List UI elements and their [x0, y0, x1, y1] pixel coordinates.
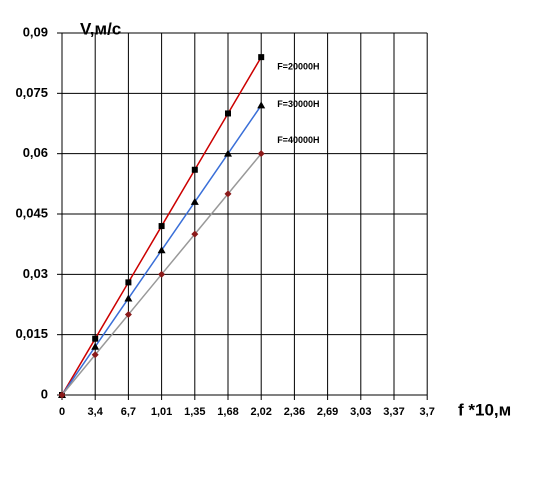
- y-tick-label: 0,045: [15, 205, 48, 220]
- marker: [125, 279, 132, 286]
- x-tick-label: 2,69: [317, 406, 338, 418]
- marker: [191, 166, 198, 173]
- x-tick-label: 1,68: [217, 406, 238, 418]
- x-tick-label: 1,01: [151, 406, 172, 418]
- x-tick-label: 0: [59, 406, 65, 418]
- marker: [191, 230, 199, 238]
- y-tick-label: 0: [41, 386, 48, 401]
- x-tick-label: 2,02: [250, 406, 271, 418]
- marker: [157, 246, 166, 254]
- marker: [257, 150, 265, 158]
- marker: [91, 351, 99, 359]
- marker: [158, 270, 166, 278]
- marker: [224, 149, 232, 157]
- y-tick-label: 0,075: [15, 85, 48, 100]
- marker: [190, 197, 199, 205]
- marker: [225, 110, 231, 117]
- marker: [92, 335, 99, 342]
- x-tick-label: 6,7: [121, 406, 136, 418]
- x-tick-label: 2,36: [284, 406, 305, 418]
- marker: [224, 190, 232, 198]
- x-axis-label: f *10,м: [458, 400, 511, 419]
- x-tick-label: 1,35: [184, 406, 205, 418]
- series-label: F=40000H: [277, 135, 319, 145]
- y-tick-label: 0,015: [15, 326, 48, 341]
- x-tick-label: 3,03: [350, 406, 371, 418]
- marker: [257, 101, 266, 109]
- marker: [124, 294, 133, 302]
- marker: [124, 311, 132, 319]
- marker: [258, 54, 265, 61]
- marker: [91, 342, 100, 350]
- y-axis-label: V,м/с: [80, 19, 121, 38]
- y-tick-label: 0,09: [23, 24, 48, 39]
- y-tick-label: 0,03: [23, 266, 48, 281]
- x-tick-label: 3,7: [420, 406, 435, 418]
- y-tick-label: 0,06: [23, 145, 48, 160]
- x-tick-label: 3,37: [383, 406, 404, 418]
- series-label: F=20000H: [277, 62, 319, 72]
- series-label: F=30000H: [277, 99, 319, 109]
- marker: [58, 391, 66, 399]
- x-tick-label: 3,4: [88, 406, 104, 418]
- marker: [158, 223, 165, 230]
